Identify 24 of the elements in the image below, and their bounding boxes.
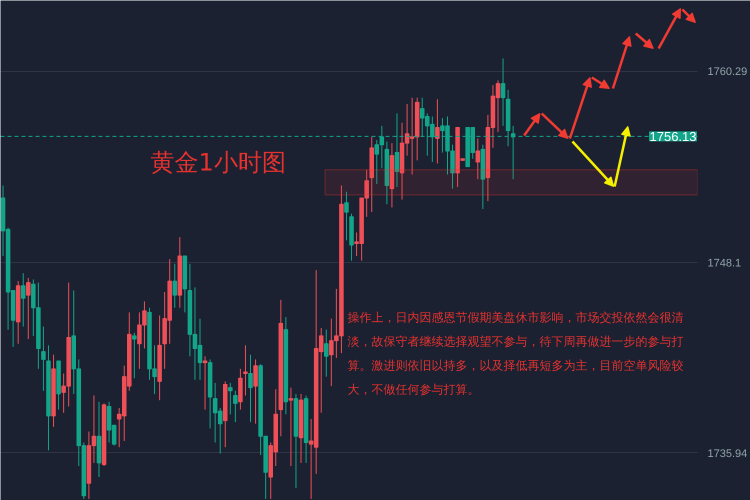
candlestick bbox=[243, 344, 248, 396]
y-tick-label: 1735.94 bbox=[708, 448, 748, 460]
annotation: 操作上，日内因感恩节假期美盘休市影响，市场交投依然会很清淡，故保守者继续选择观望不参与，待下周再做进一步的参与打算。激进则依旧以持多，以及择低再短多为主，目前空单风险较大，不做任何参与打算。 bbox=[348, 310, 684, 396]
candlestick bbox=[324, 329, 329, 378]
candlestick bbox=[435, 98, 440, 164]
candlestick bbox=[26, 277, 31, 340]
candlestick bbox=[288, 387, 294, 467]
ref-line-label: 1756.13 bbox=[650, 128, 697, 144]
candlestick bbox=[253, 358, 258, 424]
candlestick bbox=[248, 354, 253, 423]
candlestick bbox=[20, 272, 26, 328]
candlestick bbox=[41, 326, 46, 392]
candlestick bbox=[172, 263, 178, 308]
text: 黄金1小时图 bbox=[150, 148, 286, 176]
candlestick bbox=[233, 390, 238, 423]
candlestick bbox=[132, 332, 137, 379]
candlestick bbox=[476, 138, 480, 180]
candlestick bbox=[228, 382, 233, 415]
y-tick-label: 1748.1 bbox=[708, 257, 742, 270]
candlestick bbox=[500, 58, 506, 126]
candlestick bbox=[202, 356, 208, 410]
candlestick bbox=[344, 191, 349, 241]
candlestick bbox=[238, 368, 243, 410]
y-tick-label: 1760.29 bbox=[708, 66, 748, 78]
